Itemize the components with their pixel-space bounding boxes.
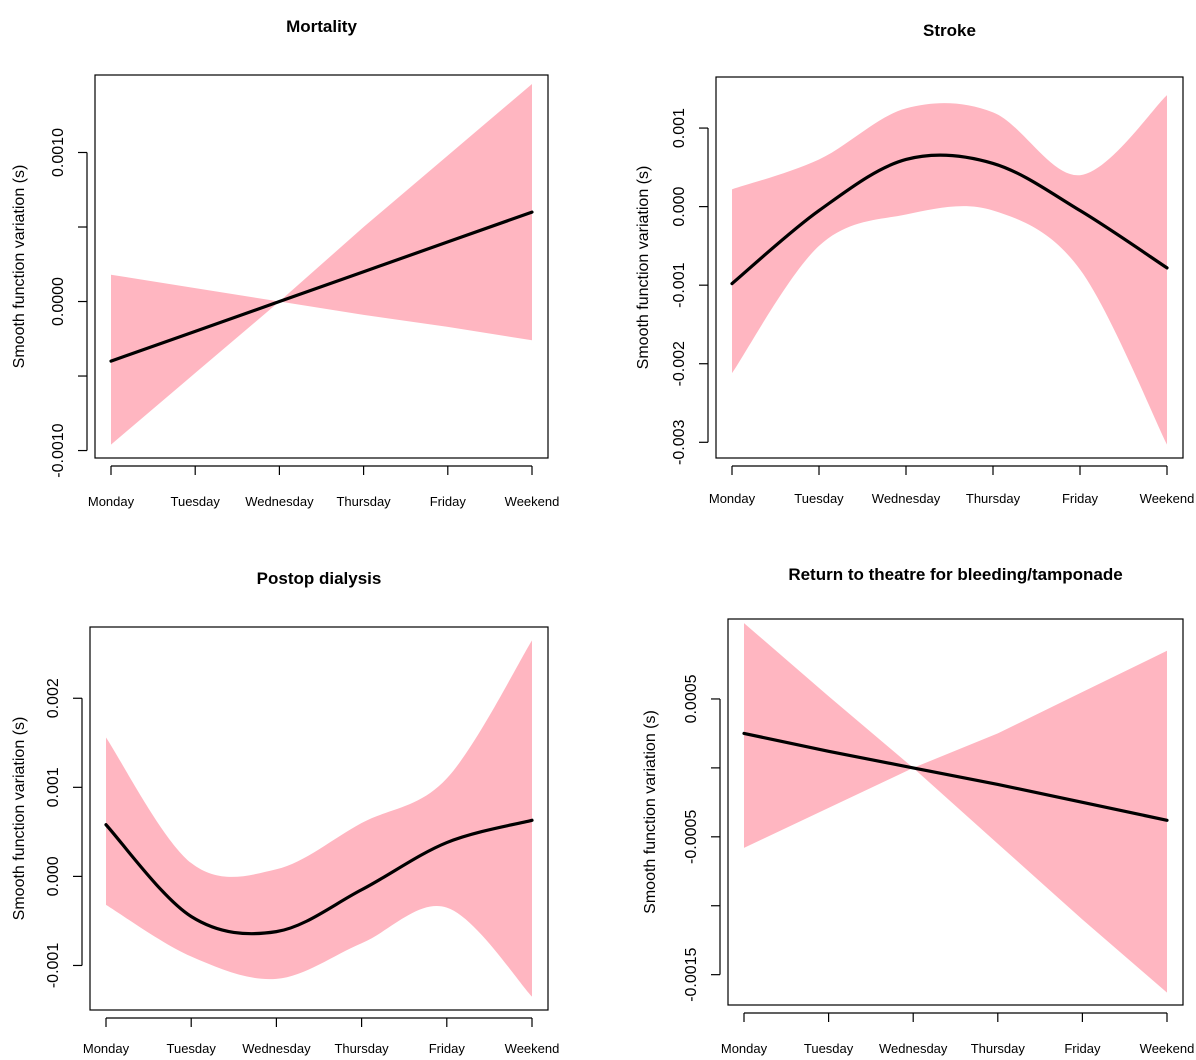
chart-title: Stroke bbox=[923, 21, 976, 40]
x-tick-label-tuesday: Tuesday bbox=[804, 1041, 854, 1056]
x-tick-label-monday: Monday bbox=[721, 1041, 768, 1056]
x-tick-label-wednesday: Wednesday bbox=[879, 1041, 948, 1056]
chart-title: Postop dialysis bbox=[257, 569, 382, 588]
y-tick-label: 0.0005 bbox=[683, 674, 700, 723]
x-tick-label-tuesday: Tuesday bbox=[794, 491, 844, 506]
y-tick-label: -0.001 bbox=[45, 943, 62, 988]
panel-return-to-theatre: -0.0015 -0.0005 0.0005 Monday Tuesday Wednesd… bbox=[642, 565, 1194, 1056]
estimate-line bbox=[742, 731, 1169, 822]
panel-postop-dialysis: -0.001 0.000 0.001 0.002 Monday Tuesday Wednes… bbox=[11, 569, 559, 1056]
x-tick-label-wednesday: Wednesday bbox=[872, 491, 941, 506]
y-axis-label: Smooth function variation (s) bbox=[11, 165, 28, 369]
x-tick-label-thursday: Thursday bbox=[966, 491, 1021, 506]
x-tick-label-wednesday: Wednesday bbox=[245, 494, 314, 509]
y-tick-label: -0.002 bbox=[671, 341, 688, 386]
y-tick-label: 0.0000 bbox=[50, 277, 67, 326]
y-tick-label: -0.0005 bbox=[683, 810, 700, 864]
x-tick-label-tuesday: Tuesday bbox=[171, 494, 221, 509]
estimate-line bbox=[104, 818, 534, 936]
y-tick-label: -0.001 bbox=[671, 262, 688, 307]
x-tick-label-weekend: Weekend bbox=[505, 1041, 560, 1056]
plot-frame bbox=[715, 76, 1184, 459]
y-tick-label: -0.0015 bbox=[683, 947, 700, 1001]
x-tick-label-thursday: Thursday bbox=[336, 494, 391, 509]
x-tick-label-monday: Monday bbox=[83, 1041, 130, 1056]
x-tick-label-thursday: Thursday bbox=[971, 1041, 1026, 1056]
confidence-band bbox=[106, 640, 532, 997]
y-tick-label: -0.003 bbox=[671, 420, 688, 465]
y-tick-label: 0.000 bbox=[671, 187, 688, 227]
x-tick-label-monday: Monday bbox=[88, 494, 135, 509]
y-tick-label: 0.001 bbox=[671, 108, 688, 148]
panel-stroke: -0.003 -0.002 -0.001 0.000 0.001 Monday Tuesda… bbox=[635, 21, 1194, 506]
y-tick-label: 0.002 bbox=[45, 678, 62, 718]
estimate-line bbox=[730, 153, 1169, 286]
chart-title: Return to theatre for bleeding/tamponade bbox=[788, 565, 1122, 584]
plot-frame bbox=[89, 626, 549, 1011]
chart-title: Mortality bbox=[286, 17, 357, 36]
y-tick-label: -0.0010 bbox=[50, 423, 67, 477]
x-tick-label-friday: Friday bbox=[429, 1041, 466, 1056]
x-tick-label-wednesday: Wednesday bbox=[242, 1041, 311, 1056]
x-tick-label-thursday: Thursday bbox=[334, 1041, 389, 1056]
confidence-band bbox=[744, 623, 1167, 993]
x-tick-label-friday: Friday bbox=[430, 494, 467, 509]
plot-frame bbox=[727, 618, 1184, 1006]
confidence-band bbox=[111, 83, 532, 445]
x-tick-label-friday: Friday bbox=[1062, 491, 1099, 506]
x-tick-label-friday: Friday bbox=[1064, 1041, 1101, 1056]
y-tick-label: 0.0010 bbox=[50, 128, 67, 177]
y-axis-label: Smooth function variation (s) bbox=[11, 717, 28, 921]
x-tick-label-weekend: Weekend bbox=[1140, 491, 1195, 506]
y-axis-label: Smooth function variation (s) bbox=[635, 166, 652, 370]
x-tick-label-weekend: Weekend bbox=[505, 494, 560, 509]
estimate-line bbox=[109, 210, 534, 363]
panel-mortality: -0.0010 0.0000 0.0010 Monday Tuesday Wednesda… bbox=[11, 17, 559, 509]
x-tick-label-monday: Monday bbox=[709, 491, 756, 506]
x-tick-label-tuesday: Tuesday bbox=[167, 1041, 217, 1056]
confidence-band bbox=[732, 95, 1167, 445]
y-tick-label: 0.001 bbox=[45, 767, 62, 807]
y-axis-label: Smooth function variation (s) bbox=[642, 710, 659, 914]
x-tick-label-weekend: Weekend bbox=[1140, 1041, 1195, 1056]
y-tick-label: 0.000 bbox=[45, 856, 62, 896]
plot-frame bbox=[94, 74, 549, 459]
